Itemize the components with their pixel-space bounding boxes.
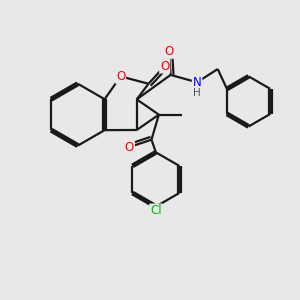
Text: O: O [160, 60, 169, 73]
Text: O: O [164, 45, 174, 58]
Text: O: O [116, 70, 125, 83]
Text: N: N [193, 76, 202, 89]
Text: Cl: Cl [150, 205, 162, 218]
Text: O: O [125, 141, 134, 154]
Text: H: H [193, 88, 201, 98]
